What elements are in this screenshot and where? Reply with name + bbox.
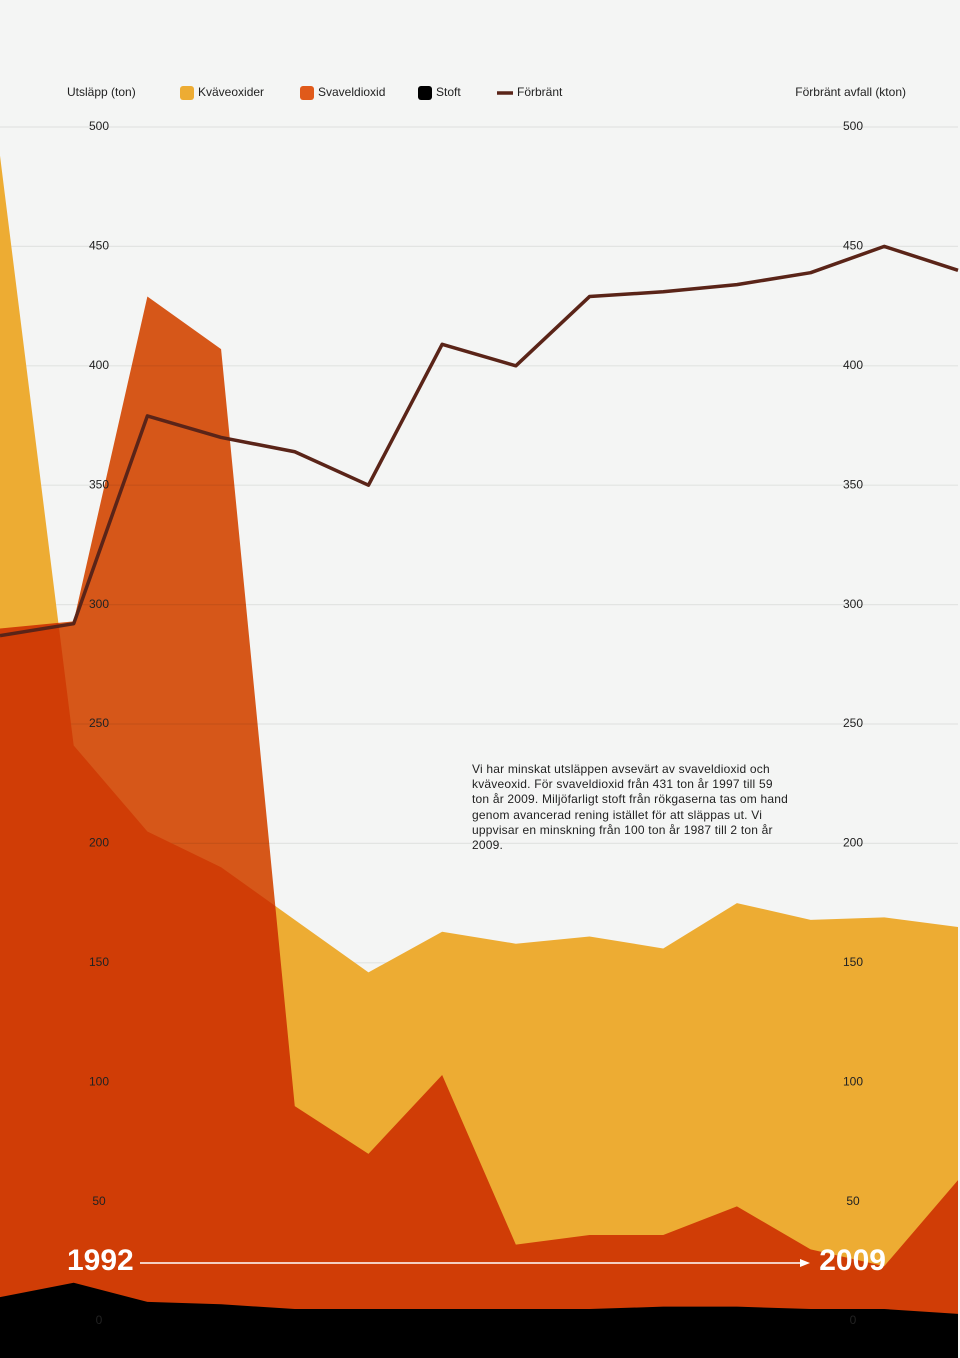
legend-swatch [300, 86, 314, 100]
legend-label: Svaveldioxid [318, 85, 385, 99]
y2-tick-label: 150 [843, 955, 863, 969]
y2-tick-label: 50 [846, 1194, 860, 1208]
arrow-head [800, 1259, 810, 1267]
y2-tick-label: 350 [843, 477, 863, 491]
legend-label: Kväveoxider [198, 85, 264, 99]
y-tick-label: 300 [89, 597, 109, 611]
y2-tick-label: 100 [843, 1074, 863, 1088]
y-tick-label: 150 [89, 955, 109, 969]
y2-tick-label: 500 [843, 119, 863, 133]
start-label: 1992 [67, 1244, 134, 1277]
legend-swatch [418, 86, 432, 100]
y2-tick-label: 200 [843, 836, 863, 850]
y-tick-label: 0 [96, 1313, 103, 1327]
area [0, 296, 958, 1322]
y-tick-label: 350 [89, 477, 109, 491]
y-axis-label: Utsläpp (ton) [67, 85, 136, 99]
legend-label: Förbränt [517, 85, 563, 99]
ticks: 0 50 100 150 200 250 300 350 400 450 500 0 50 100 150 2… [89, 119, 863, 1327]
end-label: 2009 [819, 1244, 886, 1277]
y-tick-label: 250 [89, 716, 109, 730]
y-tick-label: 500 [89, 119, 109, 133]
y-tick-label: 50 [92, 1194, 106, 1208]
y2-tick-label: 400 [843, 358, 863, 372]
y2-tick-label: 300 [843, 597, 863, 611]
y2-tick-label: 250 [843, 716, 863, 730]
legend-label: Stoft [436, 85, 461, 99]
y-tick-label: 450 [89, 239, 109, 253]
y-tick-label: 200 [89, 836, 109, 850]
y-tick-label: 100 [89, 1074, 109, 1088]
line [0, 244, 959, 638]
y2-tick-label: 0 [850, 1313, 857, 1327]
annotation: Vi har minskat utsläppen avsevärt av sva… [472, 762, 788, 853]
y-tick-label: 400 [89, 358, 109, 372]
area [0, 1282, 958, 1358]
legend-swatch [180, 86, 194, 100]
y2-axis-label: Förbränt avfall (kton) [795, 85, 906, 99]
y2-tick-label: 450 [843, 239, 863, 253]
plot [0, 155, 959, 1358]
